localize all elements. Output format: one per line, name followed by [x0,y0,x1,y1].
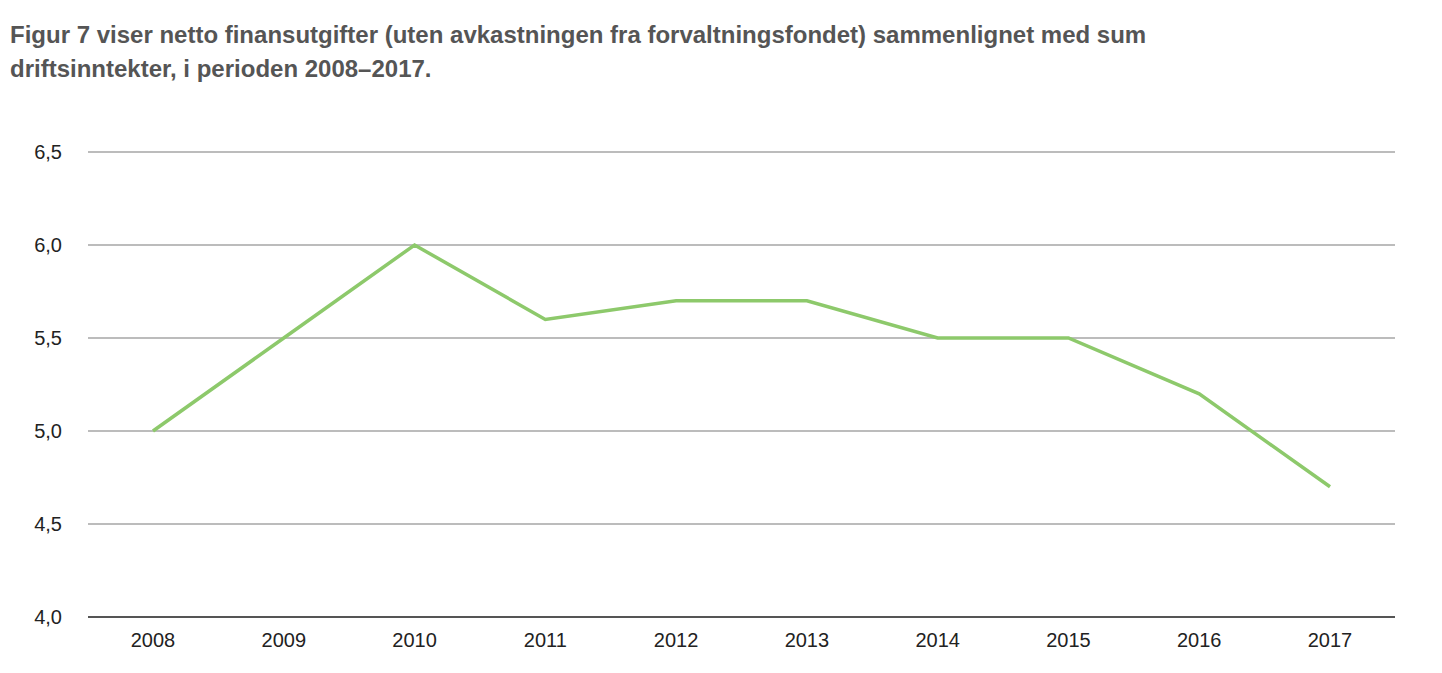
svg-text:2011: 2011 [524,629,567,651]
svg-text:2014: 2014 [915,629,960,651]
svg-text:2017: 2017 [1308,629,1353,651]
svg-text:4,5: 4,5 [34,513,62,535]
svg-text:2008: 2008 [131,629,176,651]
svg-text:5,0: 5,0 [34,420,62,442]
svg-text:2009: 2009 [262,629,307,651]
svg-text:2016: 2016 [1177,629,1222,651]
svg-text:4,0: 4,0 [34,606,62,628]
svg-text:5,5: 5,5 [34,327,62,349]
svg-text:2015: 2015 [1046,629,1091,651]
svg-text:6,5: 6,5 [34,141,62,163]
svg-text:2012: 2012 [654,629,699,651]
svg-text:6,0: 6,0 [34,234,62,256]
svg-text:2010: 2010 [392,629,437,651]
html-text:Figur 7 viser netto finansutgi: Figur 7 viser netto finansutgifter (uten… [10,21,1147,82]
svg-text:2013: 2013 [785,629,830,651]
